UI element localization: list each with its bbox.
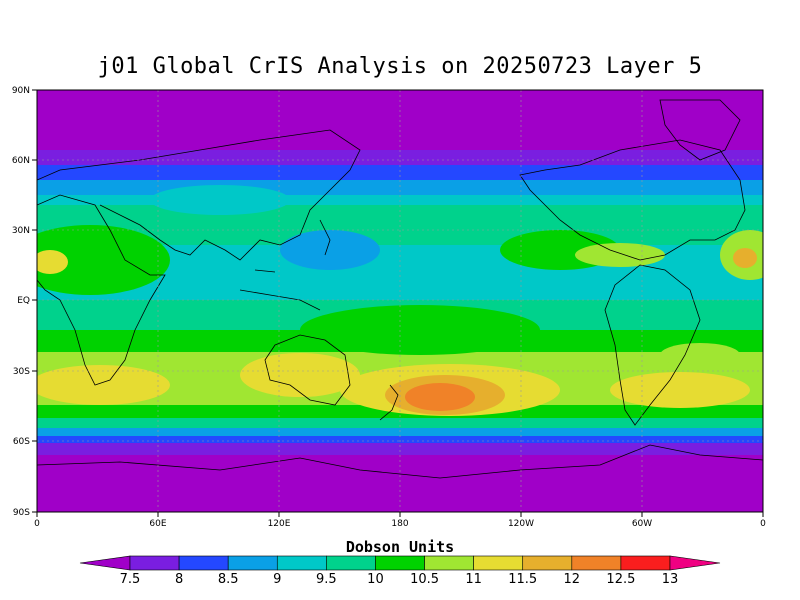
lon-label: 120W bbox=[508, 519, 534, 529]
colorbar-segment bbox=[178, 555, 229, 571]
colorbar-label: 10.5 bbox=[410, 572, 439, 587]
colorbar-label: 12.5 bbox=[606, 572, 635, 587]
colorbar-segment bbox=[473, 555, 524, 571]
lon-label: 120E bbox=[268, 519, 291, 529]
lat-label: 60S bbox=[13, 437, 30, 447]
ozone-field bbox=[37, 90, 763, 512]
map-title: j01 Global CrIS Analysis on 20250723 Lay… bbox=[97, 54, 703, 79]
colorbar-segment bbox=[620, 555, 671, 571]
lat-label: 30S bbox=[13, 367, 30, 377]
lat-label: 90N bbox=[12, 86, 30, 96]
colorbar-title: Dobson Units bbox=[345, 538, 455, 556]
colorbar-max-arrow bbox=[669, 555, 721, 571]
colorbar-segment bbox=[326, 555, 376, 571]
colorbar-segment bbox=[571, 555, 622, 571]
colorbar-segment bbox=[129, 555, 180, 571]
lat-label: 60N bbox=[12, 156, 30, 166]
colorbar-segment bbox=[522, 555, 573, 571]
colorbar-label: 7.5 bbox=[120, 572, 141, 587]
lon-label: 180 bbox=[391, 519, 408, 529]
colorbar-label: 12 bbox=[564, 572, 581, 587]
colorbar: 7.5 8 8.5 9 9.5 10 10.5 11 11.5 12 12.5 13 bbox=[79, 555, 721, 587]
colorbar-label: 8 bbox=[175, 572, 183, 587]
colorbar-label: 11 bbox=[465, 572, 482, 587]
colorbar-segment bbox=[375, 555, 425, 571]
lat-label: 90S bbox=[13, 508, 30, 518]
tick-marks bbox=[32, 89, 764, 517]
lat-label: EQ bbox=[17, 296, 30, 306]
colorbar-label: 11.5 bbox=[508, 572, 537, 587]
colorbar-label: 9.5 bbox=[316, 572, 337, 587]
grid bbox=[37, 90, 763, 512]
colorbar-min-arrow bbox=[79, 555, 131, 571]
colorbar-segment bbox=[424, 555, 474, 571]
colorbar-segment bbox=[276, 555, 327, 571]
lat-label: 30N bbox=[12, 226, 30, 236]
colorbar-label: 9 bbox=[273, 572, 281, 587]
colorbar-segment bbox=[227, 555, 278, 571]
lon-label: 60W bbox=[632, 519, 652, 529]
lon-label: 60E bbox=[149, 519, 166, 529]
lon-label: 0 bbox=[760, 519, 766, 529]
colorbar-label: 10 bbox=[367, 572, 384, 587]
coastlines bbox=[37, 99, 763, 479]
lon-label: 0 bbox=[34, 519, 40, 529]
colorbar-label: 8.5 bbox=[218, 572, 239, 587]
colorbar-label: 13 bbox=[662, 572, 679, 587]
